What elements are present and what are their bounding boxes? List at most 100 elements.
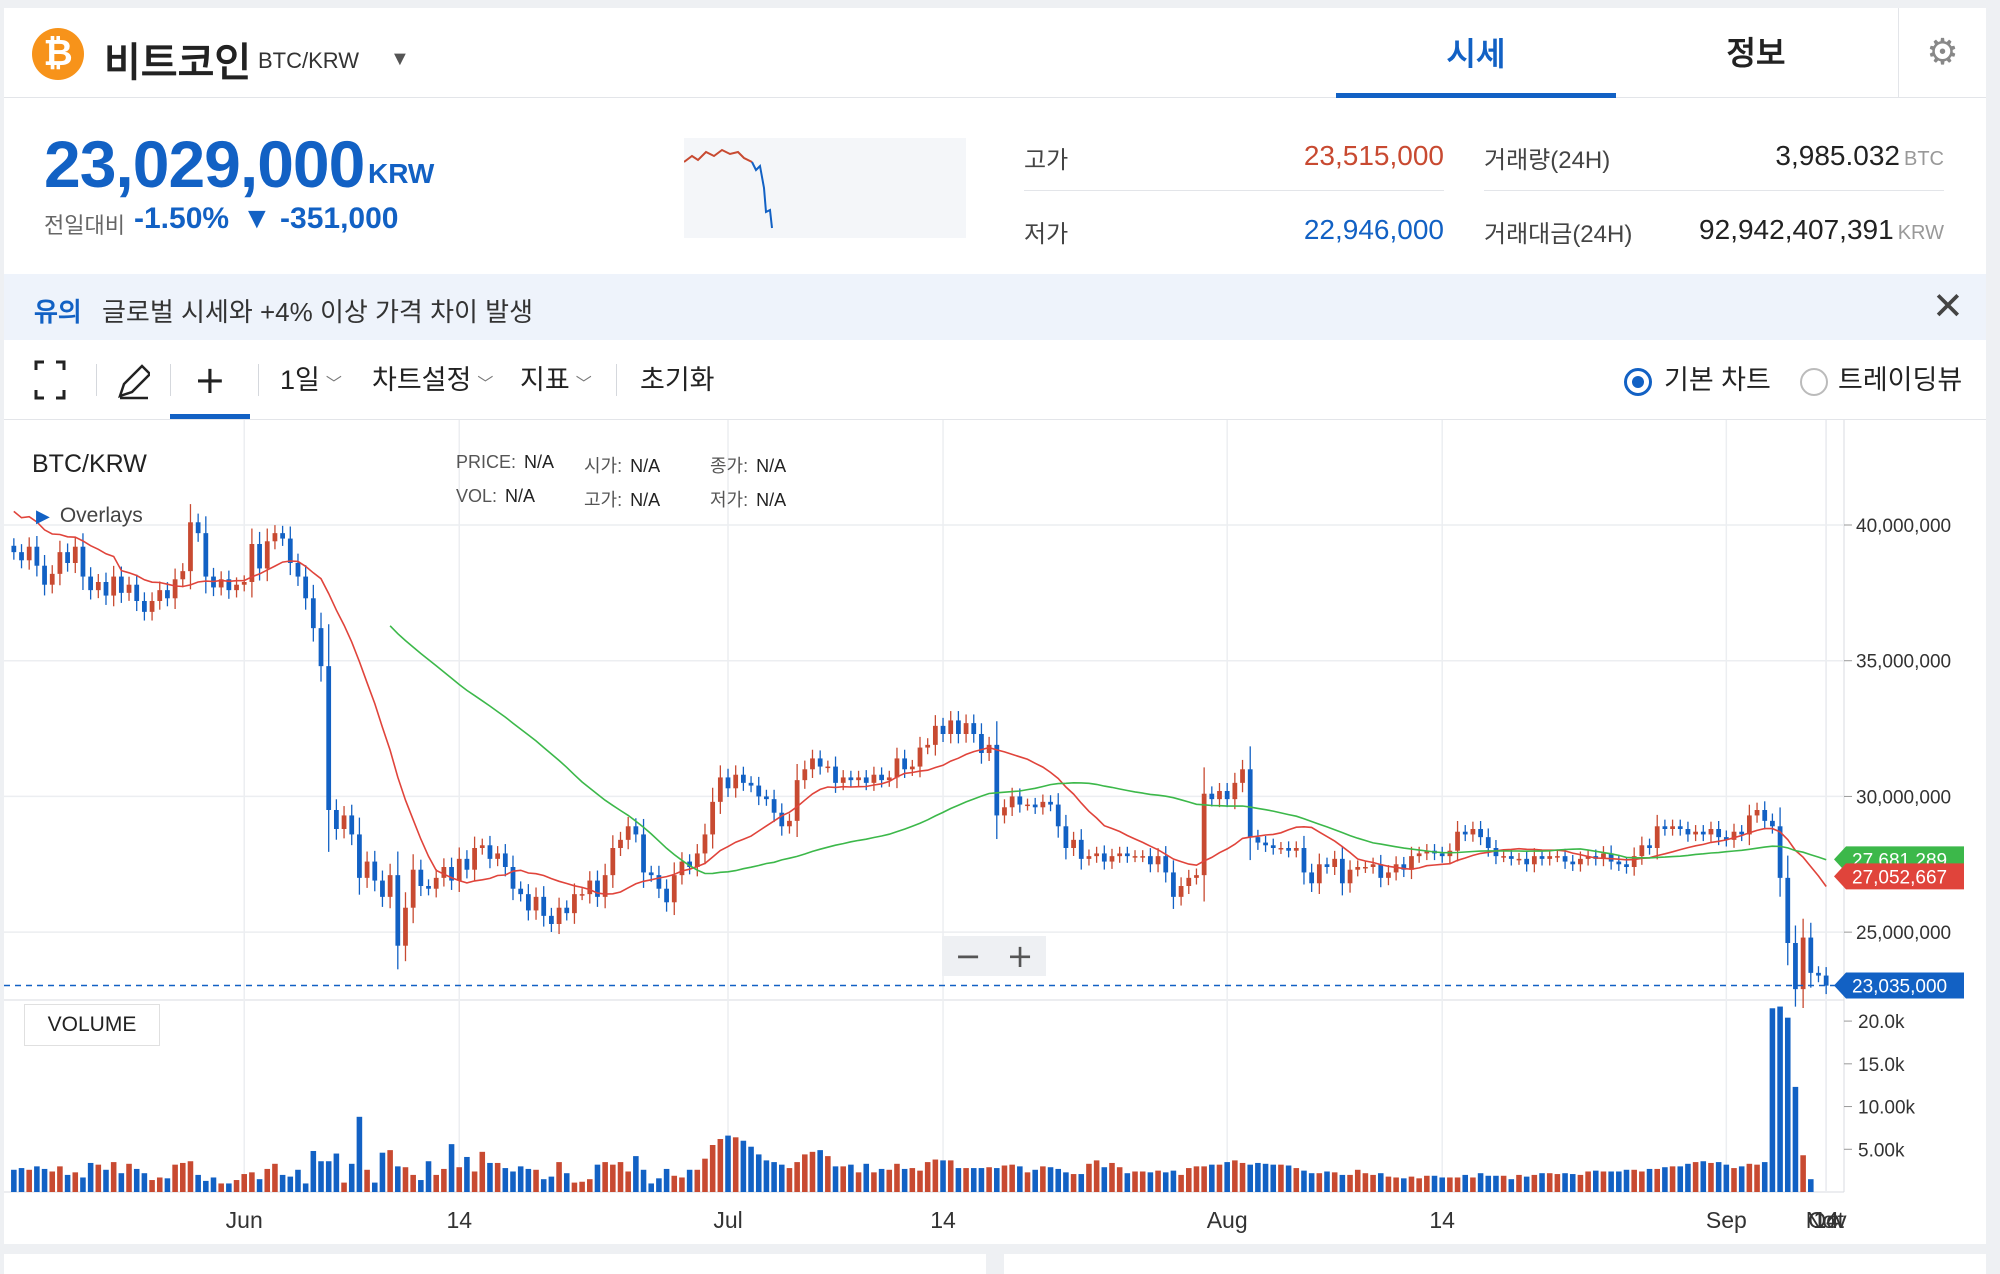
triangle-down-icon[interactable]: ▼	[390, 48, 410, 70]
candle-body	[495, 853, 501, 859]
mini-chart	[683, 138, 966, 238]
volume-bar	[1086, 1163, 1092, 1192]
close-icon[interactable]: ✕	[1932, 284, 1964, 328]
volume-bar	[563, 1173, 570, 1192]
volume-bar	[87, 1162, 94, 1192]
volume-bar	[1047, 1167, 1054, 1192]
candle-body	[648, 872, 654, 876]
volume-bar	[218, 1183, 224, 1192]
volume-bar	[1715, 1162, 1722, 1192]
candle-body	[1708, 829, 1714, 835]
volume-bar	[180, 1162, 186, 1192]
basic-chart-label[interactable]: 기본 차트	[1664, 365, 1771, 395]
volume-bar	[272, 1163, 278, 1192]
candle-body	[1178, 886, 1184, 897]
ohlc-close-value: N/A	[756, 456, 787, 476]
volume-bar	[1347, 1174, 1353, 1192]
coin-name[interactable]: 비트코인	[104, 41, 252, 85]
candle-body	[1194, 875, 1199, 878]
volume-bar	[1623, 1169, 1630, 1192]
volume-title: VOLUME	[24, 1004, 160, 1046]
tradingview-label[interactable]: 트레이딩뷰	[1838, 365, 1963, 395]
volume-bar	[1224, 1162, 1230, 1192]
volume-bar	[433, 1174, 439, 1192]
reset-button[interactable]: 초기화	[640, 365, 715, 395]
candle-body	[802, 769, 808, 781]
volume-bar	[1162, 1172, 1169, 1192]
fullscreen-icon[interactable]	[32, 340, 68, 420]
vol-tick-label: 15.0k	[1858, 1055, 1905, 1076]
volume-bar	[1078, 1174, 1085, 1192]
ma-short-line	[13, 510, 1827, 895]
candle-body	[403, 907, 408, 946]
volume-bar	[387, 1150, 393, 1192]
ohlc-price: PRICE: N/A	[456, 452, 554, 473]
gear-icon[interactable]: ⚙	[1898, 8, 1986, 98]
candle-body	[1386, 872, 1391, 878]
volume-bar	[1685, 1163, 1691, 1192]
coin-pair[interactable]: BTC/KRW	[258, 48, 360, 73]
basic-chart-radio[interactable]	[1624, 368, 1652, 396]
interval-select[interactable]: 1일 ﹀	[280, 340, 342, 420]
vol-tick-label: 20.0k	[1858, 1012, 1905, 1033]
tab-info[interactable]: 정보	[1726, 35, 1786, 71]
candle-body	[188, 522, 193, 572]
candle-body	[1654, 826, 1660, 848]
x-tick-label: Jul	[713, 1207, 742, 1233]
candle-body	[1677, 826, 1683, 829]
volume-bar	[49, 1171, 56, 1192]
current-price-tag: 23,035,000	[1852, 976, 1947, 997]
price-chart[interactable]: Jun 14 Jul 14 Aug 14 Sep 14 Oct 14 Nov 14 40,000,000…	[4, 420, 1986, 1244]
change-label: 전일대비	[44, 213, 125, 238]
volume-bar	[1531, 1174, 1538, 1192]
volume-bar	[771, 1162, 777, 1192]
candle-body	[764, 796, 769, 800]
indicators-select[interactable]: 지표 ﹀	[520, 340, 592, 420]
crosshair-icon[interactable]: +	[194, 358, 226, 402]
candle-body	[733, 774, 739, 789]
candle-body	[502, 853, 508, 867]
volume-bar	[970, 1168, 977, 1192]
candle-body	[103, 582, 109, 596]
volume-bar	[986, 1167, 992, 1192]
chart-settings-select[interactable]: 차트설정 ﹀	[372, 340, 493, 420]
chart-canvas[interactable]: Jun 14 Jul 14 Aug 14 Sep 14Oct14Nov1440,000,000…	[4, 420, 1986, 1244]
volume-bar	[1132, 1171, 1138, 1192]
volume-24h-label: 거래량(24H)	[1484, 147, 1611, 174]
amount-24h-unit: KRW	[1897, 222, 1944, 244]
volume-bar	[1093, 1160, 1100, 1192]
candle-body	[940, 725, 946, 734]
volume-bar	[1232, 1160, 1238, 1192]
candle-body	[1700, 831, 1706, 835]
volume-bar	[924, 1162, 931, 1192]
zoom-in-icon[interactable]: +	[1006, 937, 1034, 975]
volume-bar	[241, 1174, 247, 1192]
volume-24h-unit: BTC	[1904, 148, 1944, 170]
zoom-out-icon[interactable]: −	[954, 937, 982, 975]
tradingview-radio[interactable]	[1800, 368, 1828, 396]
volume-bar	[1339, 1174, 1346, 1192]
candle-body	[1516, 858, 1522, 861]
candle-body	[418, 869, 424, 886]
tab-price[interactable]: 시세	[1336, 8, 1616, 98]
x-tick-label: Sep	[1706, 1207, 1747, 1233]
volume-bar	[410, 1174, 416, 1192]
toolbar-divider	[96, 364, 97, 396]
candle-body	[863, 777, 869, 783]
candle-body	[1800, 937, 1806, 990]
coin-header: ₿ 비트코인 BTC/KRW ▼ 시세 정보 ⚙	[4, 8, 1986, 98]
vol-tick-label: 5.00k	[1858, 1140, 1905, 1161]
pencil-icon[interactable]	[114, 340, 152, 420]
candle-body	[587, 880, 593, 895]
candle-body	[1762, 810, 1768, 821]
ohlc-price-label: PRICE:	[456, 452, 517, 472]
candle-body	[871, 774, 877, 783]
zoom-controls: − +	[942, 936, 1046, 976]
volume-bar	[402, 1167, 409, 1192]
overlays-toggle[interactable]: ▶ Overlays	[36, 504, 143, 528]
volume-bar	[1009, 1164, 1015, 1192]
volume-bar	[533, 1169, 539, 1192]
candle-body	[1401, 864, 1407, 870]
candle-body	[1424, 850, 1430, 854]
volume-bar	[1116, 1167, 1123, 1192]
